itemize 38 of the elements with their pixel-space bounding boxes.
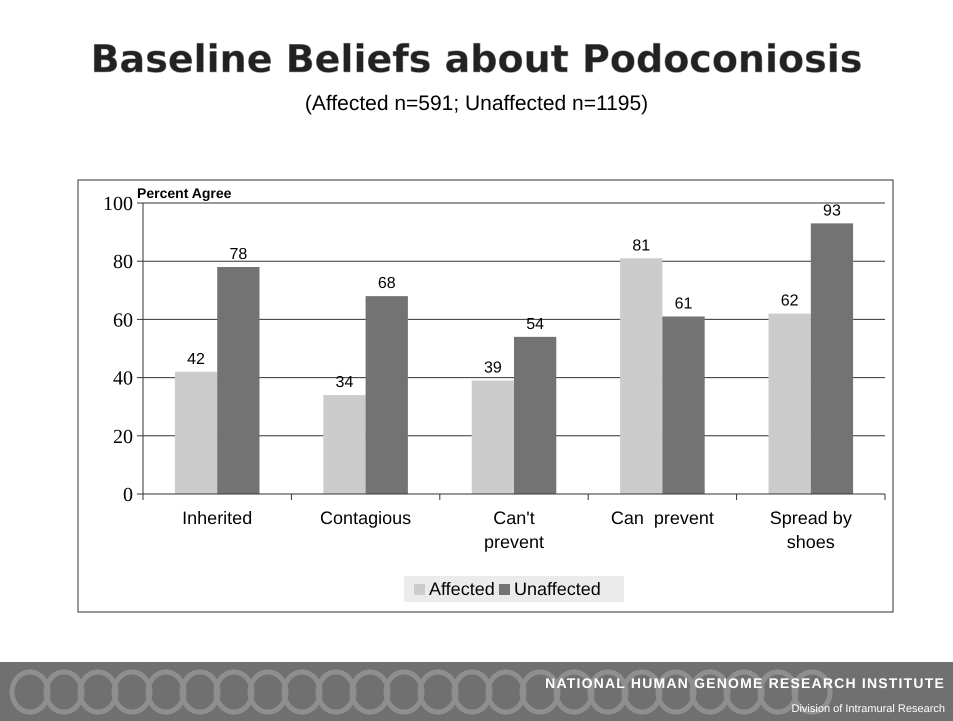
legend-label: Affected [429, 579, 495, 599]
y-tick-label: 40 [113, 368, 133, 390]
x-tick-label: Can't prevent [484, 508, 544, 552]
bar [217, 267, 260, 494]
data-label: 68 [378, 275, 396, 292]
x-tick-label: Spread by shoes [770, 508, 852, 552]
bar [174, 372, 218, 494]
data-label: 42 [187, 350, 206, 368]
y-tick-label: 60 [113, 309, 133, 332]
y-tick-label: 0 [123, 484, 133, 506]
y-tick-label: 80 [113, 251, 133, 274]
data-label: 62 [780, 292, 799, 310]
x-tick-label: Contagious [320, 508, 412, 528]
chart-title: Baseline Beliefs about Podoconiosis [90, 37, 862, 81]
data-label: 93 [823, 202, 841, 220]
y-tick-label: 20 [113, 426, 133, 448]
data-label: 61 [674, 295, 693, 312]
data-label: 39 [484, 360, 502, 377]
text: Division of Intramural Research [792, 703, 945, 715]
data-label: 81 [632, 237, 650, 254]
data-label: 34 [336, 374, 354, 392]
legend-label: Unaffected [514, 579, 601, 599]
data-label: 54 [526, 316, 544, 333]
bar [323, 395, 366, 494]
x-tick-label: Inherited [182, 508, 252, 528]
bar [768, 314, 811, 494]
bar [366, 296, 408, 494]
y-axis-title: Percent Agree [137, 185, 232, 201]
chart-subtitle: (Affected n=591; Unaffected n=1195) [304, 92, 648, 115]
y-tick-label: 100 [103, 193, 133, 215]
data-label: 78 [229, 246, 248, 264]
x-tick-label: Can prevent [610, 508, 714, 528]
bar [472, 380, 514, 494]
bar [620, 258, 662, 494]
bar [662, 316, 705, 494]
bar [810, 223, 854, 494]
bar [514, 336, 556, 494]
text: NATIONAL HUMAN GENOME RESEARCH INSTITUTE [545, 675, 945, 691]
